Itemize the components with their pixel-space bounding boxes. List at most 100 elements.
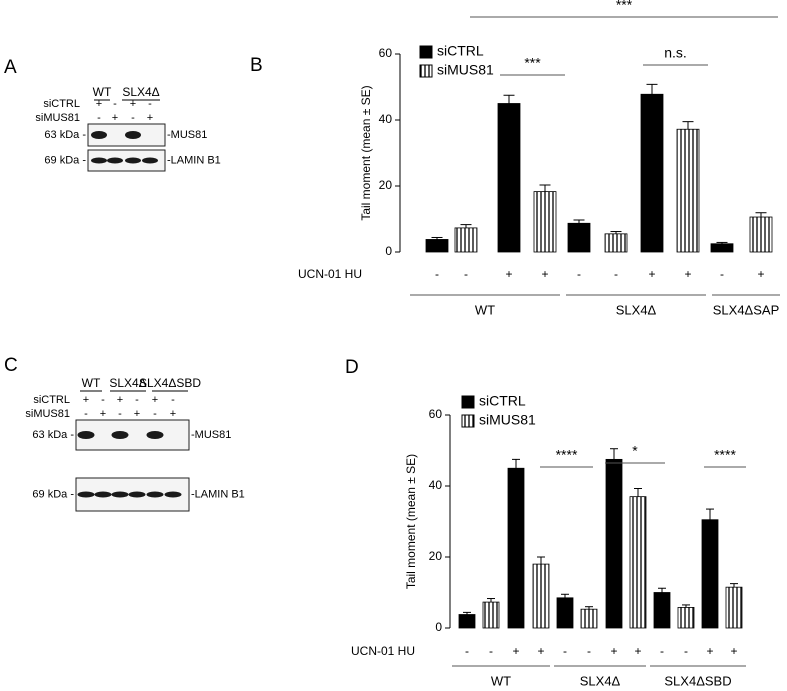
blot-group: SLX4Δ	[122, 85, 159, 99]
sign: +	[96, 98, 102, 110]
sign: +	[170, 408, 176, 420]
band	[164, 491, 182, 498]
blot-group: WT	[93, 85, 112, 99]
significance-label: ***	[616, 0, 633, 13]
bar	[676, 128, 700, 253]
group-label: SLX4ΔSAP	[713, 302, 780, 317]
error-bar	[716, 241, 728, 244]
error-bar	[682, 604, 690, 608]
significance-label: ***	[524, 55, 541, 71]
x-tick-label: -	[563, 644, 567, 658]
sign: -	[153, 408, 157, 420]
significance-label: ****	[714, 447, 736, 463]
error-bar	[512, 458, 520, 469]
sign: +	[130, 98, 136, 110]
sign: +	[100, 408, 106, 420]
error-bar	[487, 598, 495, 603]
band-protein: -MUS81	[167, 129, 207, 141]
band	[146, 491, 164, 498]
y-tick-label: 0	[435, 620, 442, 634]
bar	[653, 592, 671, 629]
bar	[533, 191, 557, 253]
bar	[640, 93, 664, 253]
sign: +	[117, 394, 123, 406]
y-tick-label: 60	[379, 46, 393, 60]
row-label: UCN-01 HU	[298, 267, 362, 281]
error-bar	[610, 231, 622, 234]
band	[142, 157, 158, 164]
error-bar	[706, 508, 714, 520]
group-label: SLX4ΔSBD	[664, 673, 731, 688]
row-label: siMUS81	[35, 112, 80, 124]
y-tick-label: 20	[429, 549, 443, 563]
y-tick-label: 20	[379, 178, 393, 192]
blot-group: SLX4Δ	[109, 376, 146, 390]
x-tick-label: -	[614, 267, 618, 281]
y-axis-label: Tail moment (mean ± SE)	[404, 454, 418, 589]
sign: -	[148, 98, 152, 110]
band-protein: -LAMIN B1	[191, 488, 245, 500]
significance-label: ****	[556, 447, 578, 463]
significance-label: *	[632, 443, 638, 459]
row-label: siMUS81	[25, 408, 70, 420]
blot-group: WT	[82, 376, 101, 390]
bar	[556, 597, 574, 629]
sign: +	[134, 408, 140, 420]
x-tick-label: +	[610, 644, 617, 658]
band-size: 69 kDa -	[44, 154, 86, 166]
sign: -	[113, 98, 117, 110]
error-bar	[646, 83, 658, 95]
error-bar	[682, 121, 694, 130]
legend-swatch	[461, 395, 475, 409]
legend-swatch	[419, 64, 433, 78]
band	[125, 131, 141, 139]
legend-swatch	[419, 45, 433, 59]
row-label: siCTRL	[33, 394, 70, 406]
band	[111, 431, 129, 439]
sign: -	[118, 408, 122, 420]
error-bar	[634, 487, 642, 497]
x-tick-label: -	[587, 644, 591, 658]
group-label: SLX4Δ	[580, 673, 621, 688]
legend-label: siCTRL	[479, 393, 526, 409]
band	[128, 491, 146, 498]
bar	[701, 519, 719, 629]
group-label: WT	[491, 673, 511, 688]
panel-label: B	[250, 55, 263, 76]
bar	[725, 586, 743, 629]
band	[111, 491, 129, 498]
panel-label: D	[345, 357, 359, 378]
x-tick-label: +	[757, 267, 764, 281]
bar	[532, 563, 550, 629]
error-bar	[460, 224, 472, 228]
x-tick-label: +	[706, 644, 713, 658]
bar	[567, 222, 591, 253]
legend-label: siMUS81	[479, 412, 536, 428]
panel-label: C	[4, 355, 18, 376]
error-bar	[431, 236, 443, 240]
band	[77, 431, 95, 439]
blot-frame	[75, 419, 190, 451]
x-tick-label: -	[660, 644, 664, 658]
band-protein: -MUS81	[191, 429, 231, 441]
legend-swatch	[461, 414, 475, 428]
error-bar	[585, 606, 593, 610]
sign: +	[112, 112, 118, 124]
band	[91, 157, 107, 164]
y-tick-label: 40	[429, 478, 443, 492]
bar	[604, 233, 628, 253]
y-tick-label: 60	[429, 407, 443, 421]
band	[94, 491, 112, 498]
error-bar	[658, 587, 666, 593]
band	[107, 157, 123, 164]
error-bar	[610, 448, 618, 460]
bar	[454, 227, 478, 253]
sign: -	[101, 394, 105, 406]
sign: -	[171, 394, 175, 406]
sign: +	[152, 394, 158, 406]
band-size: 69 kDa -	[32, 488, 74, 500]
x-tick-label: -	[684, 644, 688, 658]
y-tick-label: 40	[379, 112, 393, 126]
legend-label: siCTRL	[437, 43, 484, 59]
bar	[482, 601, 500, 629]
